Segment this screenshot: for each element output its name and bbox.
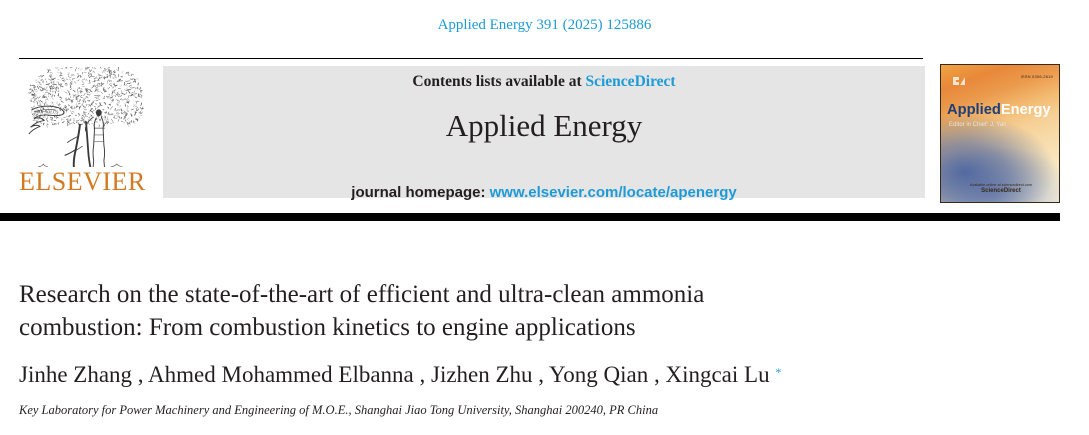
svg-text:NON SOLUS: NON SOLUS bbox=[33, 110, 59, 115]
